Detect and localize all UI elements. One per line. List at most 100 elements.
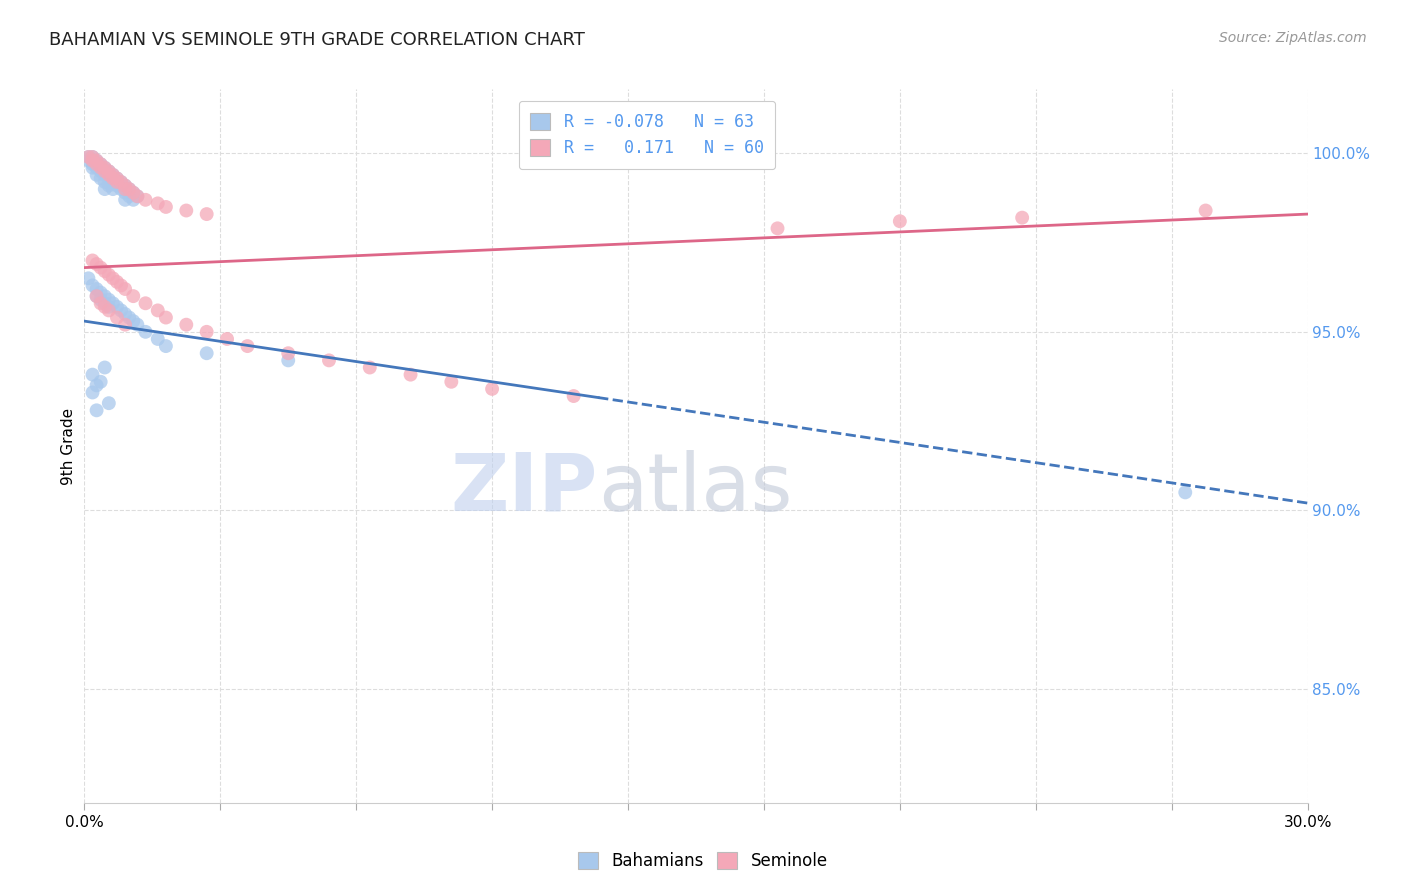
- Point: [93, 168, 115, 182]
- Text: BAHAMIAN VS SEMINOLE 9TH GRADE CORRELATION CHART: BAHAMIAN VS SEMINOLE 9TH GRADE CORRELATI…: [49, 31, 585, 49]
- Point: [118, 310, 141, 325]
- Point: [1195, 203, 1218, 218]
- Point: [105, 171, 128, 186]
- Point: [105, 178, 128, 193]
- Point: [97, 171, 120, 186]
- Point: [82, 150, 104, 164]
- Point: [277, 353, 299, 368]
- Point: [135, 296, 157, 310]
- Point: [97, 396, 120, 410]
- Point: [77, 153, 100, 168]
- Point: [90, 296, 112, 310]
- Point: [86, 289, 108, 303]
- Point: [86, 157, 108, 171]
- Point: [122, 193, 145, 207]
- Point: [90, 285, 112, 300]
- Point: [440, 375, 463, 389]
- Point: [86, 403, 108, 417]
- Point: [889, 214, 911, 228]
- Point: [82, 153, 104, 168]
- Point: [86, 282, 108, 296]
- Point: [399, 368, 422, 382]
- Point: [90, 157, 112, 171]
- Point: [110, 303, 132, 318]
- Point: [93, 264, 115, 278]
- Point: [114, 282, 136, 296]
- Point: [122, 186, 145, 200]
- Point: [195, 325, 218, 339]
- Point: [118, 182, 141, 196]
- Point: [122, 186, 145, 200]
- Point: [481, 382, 503, 396]
- Point: [110, 182, 132, 196]
- Point: [90, 161, 112, 175]
- Point: [217, 332, 239, 346]
- Point: [93, 182, 115, 196]
- Point: [318, 353, 340, 368]
- Point: [90, 293, 112, 307]
- Point: [93, 360, 115, 375]
- Point: [766, 221, 789, 235]
- Point: [86, 153, 108, 168]
- Point: [1174, 485, 1197, 500]
- Point: [114, 318, 136, 332]
- Text: ZIP: ZIP: [451, 450, 598, 528]
- Point: [82, 157, 104, 171]
- Text: atlas: atlas: [598, 450, 793, 528]
- Point: [105, 310, 128, 325]
- Point: [122, 289, 145, 303]
- Point: [86, 289, 108, 303]
- Point: [101, 168, 124, 182]
- Point: [155, 339, 177, 353]
- Point: [146, 303, 169, 318]
- Point: [93, 175, 115, 189]
- Point: [135, 193, 157, 207]
- Point: [101, 168, 124, 182]
- Point: [90, 260, 112, 275]
- Point: [90, 164, 112, 178]
- Point: [93, 289, 115, 303]
- Point: [236, 339, 259, 353]
- Point: [155, 200, 177, 214]
- Point: [105, 300, 128, 314]
- Point: [93, 161, 115, 175]
- Point: [82, 253, 104, 268]
- Point: [277, 346, 299, 360]
- Point: [101, 175, 124, 189]
- Point: [86, 153, 108, 168]
- Point: [114, 178, 136, 193]
- Legend: Bahamians, Seminole: Bahamians, Seminole: [572, 845, 834, 877]
- Point: [82, 385, 104, 400]
- Point: [127, 318, 149, 332]
- Point: [77, 271, 100, 285]
- Point: [86, 378, 108, 392]
- Point: [110, 175, 132, 189]
- Point: [118, 189, 141, 203]
- Point: [97, 164, 120, 178]
- Point: [101, 271, 124, 285]
- Point: [562, 389, 585, 403]
- Point: [105, 171, 128, 186]
- Point: [195, 207, 218, 221]
- Point: [127, 189, 149, 203]
- Point: [101, 171, 124, 186]
- Point: [195, 346, 218, 360]
- Point: [97, 268, 120, 282]
- Point: [146, 332, 169, 346]
- Point: [114, 178, 136, 193]
- Point: [359, 360, 381, 375]
- Point: [97, 164, 120, 178]
- Point: [82, 368, 104, 382]
- Point: [105, 175, 128, 189]
- Point: [97, 303, 120, 318]
- Point: [114, 307, 136, 321]
- Point: [82, 150, 104, 164]
- Point: [90, 171, 112, 186]
- Point: [86, 161, 108, 175]
- Point: [82, 278, 104, 293]
- Point: [97, 178, 120, 193]
- Point: [174, 203, 197, 218]
- Legend: R = -0.078   N = 63, R =   0.171   N = 60: R = -0.078 N = 63, R = 0.171 N = 60: [519, 101, 775, 169]
- Point: [155, 310, 177, 325]
- Point: [93, 296, 115, 310]
